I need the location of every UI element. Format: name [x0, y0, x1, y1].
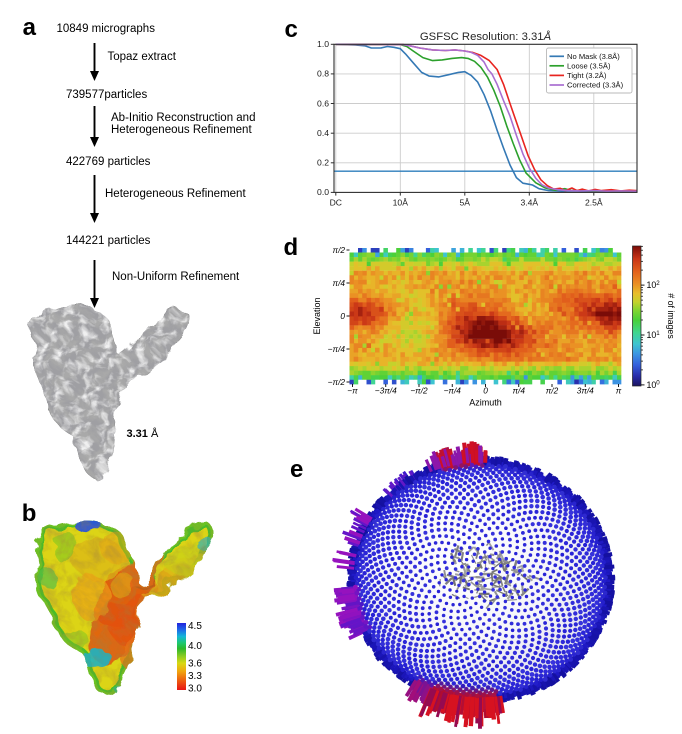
- svg-text:0: 0: [483, 386, 488, 396]
- svg-text:100: 100: [647, 380, 661, 390]
- svg-text:1.0: 1.0: [317, 39, 329, 49]
- svg-text:0.2: 0.2: [317, 158, 329, 168]
- svg-text:0: 0: [340, 311, 345, 321]
- svg-text:101: 101: [647, 330, 661, 340]
- svg-text:102: 102: [647, 280, 661, 290]
- svg-text:Tight (3.2Å): Tight (3.2Å): [567, 71, 607, 80]
- svg-text:−π/2: −π/2: [328, 377, 346, 387]
- svg-text:4.0: 4.0: [188, 641, 202, 652]
- svg-text:3.3: 3.3: [188, 671, 202, 682]
- svg-text:3.0: 3.0: [188, 684, 202, 695]
- svg-text:Azimuth: Azimuth: [469, 398, 502, 408]
- svg-text:π/2: π/2: [333, 245, 346, 255]
- svg-text:π: π: [616, 386, 622, 396]
- svg-text:Corrected (3.3Å): Corrected (3.3Å): [567, 81, 624, 90]
- svg-text:3.6: 3.6: [188, 659, 202, 670]
- svg-text:π/4: π/4: [513, 386, 526, 396]
- svg-text:−π/4: −π/4: [444, 386, 462, 396]
- svg-text:Elevation: Elevation: [312, 297, 322, 334]
- svg-text:−3π/4: −3π/4: [375, 386, 397, 396]
- svg-text:Loose (3.5Å): Loose (3.5Å): [567, 61, 611, 70]
- svg-text:0.6: 0.6: [317, 98, 329, 108]
- svg-text:3π/4: 3π/4: [577, 386, 594, 396]
- svg-text:GSFSC Resolution: 3.31Å: GSFSC Resolution: 3.31Å: [420, 30, 551, 43]
- svg-text:5Å: 5Å: [460, 198, 471, 208]
- svg-text:0.0: 0.0: [317, 187, 329, 197]
- svg-text:4.5: 4.5: [188, 621, 202, 632]
- svg-text:No Mask (3.8Å): No Mask (3.8Å): [567, 52, 620, 61]
- svg-text:−π/4: −π/4: [328, 344, 346, 354]
- svg-text:# of images: # of images: [666, 293, 676, 339]
- svg-text:2.5Å: 2.5Å: [585, 198, 603, 208]
- svg-text:DC: DC: [330, 198, 342, 208]
- svg-text:0.8: 0.8: [317, 69, 329, 79]
- svg-text:π/2: π/2: [546, 386, 559, 396]
- svg-text:−π/2: −π/2: [410, 386, 428, 396]
- svg-text:π/4: π/4: [333, 278, 346, 288]
- svg-text:0.4: 0.4: [317, 128, 329, 138]
- svg-text:10Å: 10Å: [393, 198, 409, 208]
- svg-text:3.4Å: 3.4Å: [520, 198, 538, 208]
- svg-text:−π: −π: [347, 386, 358, 396]
